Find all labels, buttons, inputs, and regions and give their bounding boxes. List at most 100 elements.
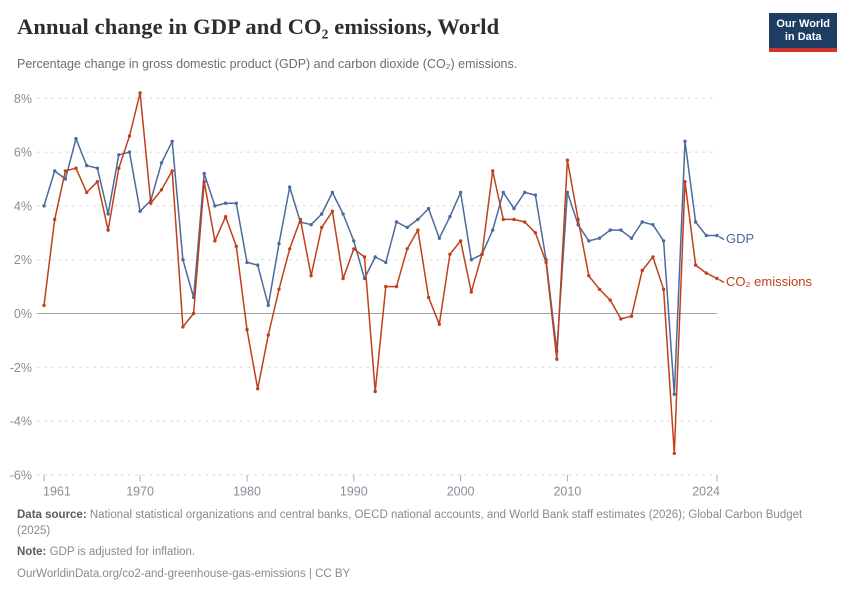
gdp-point (277, 241, 281, 246)
co2-point (629, 314, 634, 318)
co2-point (106, 228, 110, 232)
co2-point (501, 217, 505, 222)
x-axis-label: 1980 (233, 485, 261, 499)
co2-point (619, 317, 623, 321)
co2-point (85, 190, 89, 195)
co2-point (256, 387, 260, 391)
x-axis-label: 2024 (692, 485, 720, 499)
y-axis-label: -6% (10, 468, 32, 482)
chart-footer: Data source: National statistical organi… (17, 508, 835, 588)
gdp-point (693, 220, 698, 224)
y-axis-label: -2% (10, 361, 32, 375)
co2-point (512, 217, 516, 222)
gdp-point (288, 185, 292, 189)
x-axis-label: 1990 (340, 485, 368, 499)
co2-point (95, 180, 100, 184)
co2-point (53, 217, 57, 222)
x-axis-label: 2000 (447, 485, 475, 499)
co2-point (191, 311, 196, 316)
gdp-point (266, 303, 270, 308)
co2-point (277, 287, 281, 291)
co2-point (213, 239, 217, 243)
co2-point (683, 180, 687, 184)
gdp-point (661, 239, 666, 243)
owid-logo[interactable]: Our World in Data (769, 13, 837, 52)
y-axis-label: 4% (14, 199, 32, 213)
gdp-legend-tick (718, 235, 725, 241)
co2-point (138, 91, 142, 95)
source-url[interactable]: OurWorldinData.org/co2-and-greenhouse-ga… (17, 567, 351, 580)
gdp-point (234, 201, 238, 205)
co2-point (181, 325, 185, 329)
gdp-point (362, 276, 367, 281)
y-axis-label: -4% (10, 415, 32, 429)
co2-point (704, 271, 708, 275)
co2-point (384, 284, 388, 289)
co2-point (352, 247, 356, 251)
co2-point (159, 188, 164, 192)
gdp-point (683, 139, 687, 143)
co2-point (640, 268, 644, 273)
co2-point (117, 166, 121, 170)
gdp-point (491, 228, 495, 232)
co2-point (565, 158, 570, 162)
gdp-point (512, 206, 516, 211)
gdp-legend-label[interactable]: GDP (726, 231, 754, 246)
note-label: Note: (17, 546, 47, 558)
note-line: Note: GDP is adjusted for inflation. (17, 545, 835, 561)
co2-point (288, 247, 292, 251)
co2-point (544, 260, 548, 265)
co2-point (127, 134, 132, 138)
x-axis-label: 1961 (43, 485, 71, 499)
co2-point (693, 263, 698, 267)
gdp-point (127, 150, 132, 154)
co2-point (149, 201, 153, 205)
gdp-point (309, 223, 313, 227)
data-source-text: National statistical organizations and c… (17, 509, 803, 537)
co2-point (480, 252, 484, 256)
gdp-point (138, 209, 142, 213)
gdp-point (256, 263, 260, 267)
co2-point (555, 357, 559, 361)
gdp-point (117, 153, 121, 157)
gdp-point (85, 163, 89, 168)
gdp-point (170, 139, 174, 143)
gdp-point (42, 204, 46, 208)
co2-point (416, 228, 420, 232)
gdp-point (352, 239, 356, 243)
co2-point (533, 231, 538, 235)
gdp-point (384, 260, 388, 265)
gdp-point (715, 233, 719, 238)
gdp-point (74, 137, 78, 141)
gdp-point (651, 223, 655, 227)
co2-point (448, 252, 452, 256)
gdp-point (501, 190, 505, 195)
owid-logo-line2: in Data (784, 31, 822, 43)
gdp-point (587, 239, 591, 243)
gdp-point (181, 258, 185, 262)
owid-logo-line1: Our World (776, 18, 830, 30)
gdp-point (672, 392, 676, 396)
co2-point (426, 295, 431, 300)
co2-line[interactable] (43, 92, 718, 455)
co2-point (491, 169, 495, 173)
y-axis-label: 0% (14, 307, 32, 321)
co2-point (309, 274, 313, 278)
co2-point (608, 298, 612, 302)
co2-point (266, 333, 270, 337)
co2-point (597, 287, 602, 291)
gdp-point (95, 166, 100, 170)
gdp-point (597, 236, 602, 240)
co2-point (170, 169, 174, 173)
gdp-point (202, 171, 206, 176)
page-title: Annual change in GDP and CO₂ emissions, … (17, 14, 500, 39)
co2-point (74, 166, 78, 170)
x-axis-label: 2010 (553, 485, 581, 499)
co2-point (437, 322, 441, 326)
gdp-line[interactable] (43, 137, 718, 395)
co2-legend-label[interactable]: CO₂ emissions (726, 274, 812, 289)
gdp-point (405, 225, 409, 230)
gdp-point (373, 255, 377, 259)
